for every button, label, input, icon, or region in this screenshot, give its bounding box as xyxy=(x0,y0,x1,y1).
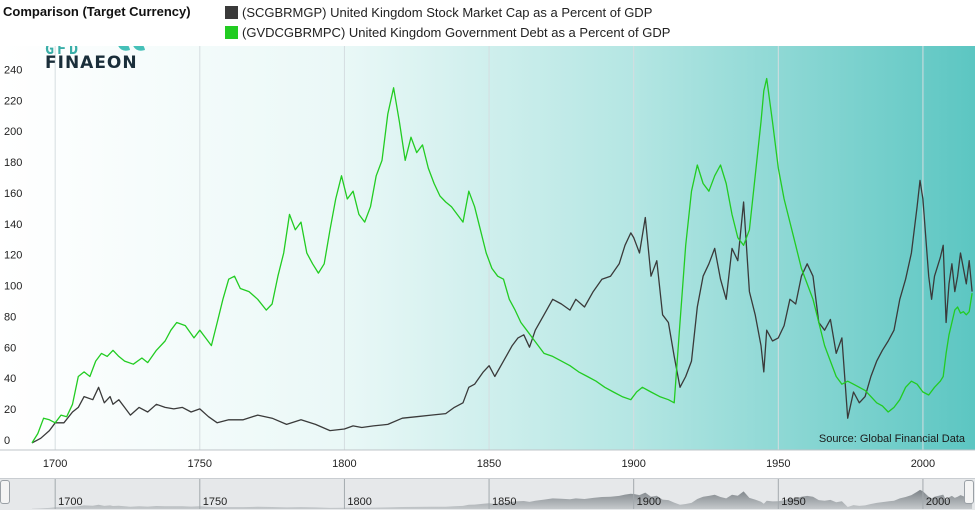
y-tick-label: 80 xyxy=(4,311,16,323)
y-tick-label: 140 xyxy=(4,219,22,231)
x-tick-label: 1900 xyxy=(621,458,645,470)
navigator-tick-label: 2000 xyxy=(926,496,950,508)
navigator-tick-label: 1950 xyxy=(781,496,805,508)
logo-gfd-text: GFD xyxy=(45,46,81,58)
y-tick-label: 100 xyxy=(4,281,22,293)
chart-header: Comparison (Target Currency) (SCGBRMGP) … xyxy=(0,0,975,46)
series-line-market-cap xyxy=(31,179,973,444)
y-tick-label: 240 xyxy=(4,64,22,76)
legend-label-government-debt: (GVDCGBRMPC) United Kingdom Government D… xyxy=(242,24,671,40)
navigator-right-handle[interactable] xyxy=(964,480,974,504)
navigator-left-handle[interactable] xyxy=(0,480,10,504)
navigator-chart: 1700 1750 1800 1850 1900 1950 2000 xyxy=(32,479,973,509)
navigator[interactable]: 1700 1750 1800 1850 1900 1950 2000 xyxy=(0,478,975,510)
legend-swatch-government-debt xyxy=(225,25,238,39)
leaf-icon xyxy=(133,46,145,51)
x-tick-label: 1850 xyxy=(477,458,501,470)
navigator-tick-label: 1700 xyxy=(58,496,82,508)
y-tick-label: 40 xyxy=(4,373,16,385)
x-tick-label: 1750 xyxy=(188,458,212,470)
gfd-logo: GFD FINAEON xyxy=(45,46,145,73)
series-line-government-debt xyxy=(31,77,973,444)
y-tick-label: 120 xyxy=(4,250,22,262)
navigator-ticks: 1700 1750 1800 1850 1900 1950 2000 xyxy=(54,479,950,509)
navigator-tick-label: 1800 xyxy=(347,496,371,508)
navigator-tick-label: 1750 xyxy=(203,496,227,508)
navigator-tick-label: 1900 xyxy=(637,496,661,508)
y-tick-label: 200 xyxy=(4,126,22,138)
source-note: Source: Global Financial Data xyxy=(819,433,966,445)
x-tick-label: 2000 xyxy=(911,458,935,470)
navigator-area xyxy=(32,489,973,509)
legend-item-government-debt[interactable]: (GVDCGBRMPC) United Kingdom Government D… xyxy=(225,23,670,41)
y-tick-label: 60 xyxy=(4,342,16,354)
x-tick-label: 1800 xyxy=(332,458,356,470)
x-tick-label: 1950 xyxy=(766,458,790,470)
leaf-icon xyxy=(118,46,130,51)
y-axis-ticks: 0 20 40 60 80 100 120 140 160 180 200 220 240 xyxy=(4,64,22,447)
series-lines xyxy=(31,77,973,444)
y-tick-label: 180 xyxy=(4,157,22,169)
y-tick-label: 20 xyxy=(4,404,16,416)
chart-title: Comparison (Target Currency) xyxy=(3,4,191,19)
x-tick-label: 1700 xyxy=(43,458,67,470)
y-tick-label: 0 xyxy=(4,435,10,447)
legend-item-market-cap[interactable]: (SCGBRMGP) United Kingdom Stock Market C… xyxy=(225,3,652,21)
legend-swatch-market-cap xyxy=(225,5,238,19)
y-tick-label: 220 xyxy=(4,95,22,107)
plot-background xyxy=(0,46,975,450)
logo-finaeon-text: FINAEON xyxy=(45,53,138,73)
navigator-tick-label: 1850 xyxy=(492,496,516,508)
legend-label-market-cap: (SCGBRMGP) United Kingdom Stock Market C… xyxy=(242,4,653,20)
grid xyxy=(54,46,924,450)
y-tick-label: 160 xyxy=(4,188,22,200)
x-axis-ticks: 1700 1750 1800 1850 1900 1950 2000 xyxy=(0,449,975,470)
